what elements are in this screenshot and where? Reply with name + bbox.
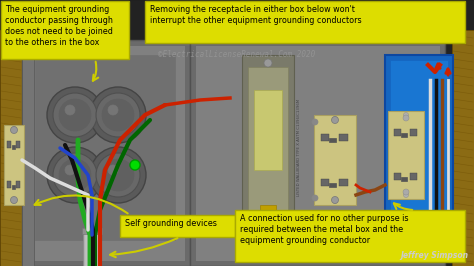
- Bar: [260, 205, 276, 223]
- Bar: [22, 40, 34, 266]
- Bar: [242, 55, 294, 240]
- Circle shape: [312, 119, 318, 125]
- Bar: [82, 228, 102, 234]
- Bar: [339, 178, 347, 185]
- Bar: [321, 134, 329, 140]
- Bar: [22, 40, 190, 266]
- Text: LISTED WALLBOARD TYPE X ASTM C1396/C1396M: LISTED WALLBOARD TYPE X ASTM C1396/C1396…: [297, 98, 301, 196]
- Bar: [254, 90, 282, 170]
- Circle shape: [47, 147, 103, 203]
- Bar: [410, 129, 417, 136]
- Circle shape: [59, 159, 91, 191]
- Circle shape: [10, 197, 18, 203]
- Circle shape: [331, 197, 338, 203]
- Circle shape: [11, 127, 17, 131]
- Bar: [410, 173, 417, 180]
- Circle shape: [403, 189, 409, 195]
- Bar: [85, 228, 99, 266]
- Bar: [195, 45, 440, 261]
- Bar: [27, 45, 185, 261]
- Bar: [329, 182, 336, 186]
- Bar: [120, 215, 235, 237]
- Bar: [1, 1, 129, 59]
- Bar: [329, 138, 336, 142]
- Circle shape: [108, 105, 118, 115]
- Bar: [321, 178, 329, 185]
- Bar: [388, 111, 424, 199]
- Circle shape: [102, 159, 134, 191]
- Bar: [7, 141, 11, 148]
- Circle shape: [332, 117, 337, 122]
- Bar: [248, 67, 288, 228]
- Circle shape: [53, 153, 97, 197]
- Bar: [190, 40, 445, 266]
- Circle shape: [130, 160, 140, 170]
- Circle shape: [403, 115, 409, 121]
- Text: Jeffrey Simpson: Jeffrey Simpson: [400, 251, 468, 260]
- Bar: [7, 181, 11, 188]
- Text: A connection used for no other purpose is
required between the metal box and the: A connection used for no other purpose i…: [240, 214, 409, 245]
- Circle shape: [108, 165, 118, 175]
- Bar: [35, 55, 175, 240]
- Circle shape: [312, 195, 318, 201]
- Bar: [339, 134, 347, 140]
- Circle shape: [96, 153, 140, 197]
- Circle shape: [331, 117, 338, 123]
- Circle shape: [403, 113, 409, 118]
- Circle shape: [65, 165, 75, 175]
- Bar: [16, 141, 20, 148]
- Circle shape: [264, 59, 272, 67]
- Bar: [16, 181, 20, 188]
- Bar: [12, 145, 15, 149]
- Text: The equipment grounding
conductor passing through
does not need to be joined
to : The equipment grounding conductor passin…: [5, 5, 113, 47]
- Bar: [83, 228, 101, 266]
- Circle shape: [102, 99, 134, 131]
- Bar: [314, 115, 356, 205]
- Circle shape: [90, 87, 146, 143]
- Circle shape: [403, 193, 409, 197]
- Circle shape: [65, 105, 75, 115]
- Bar: [235, 210, 465, 262]
- Text: ©ElectricalLicenseRenewal.Com 2020: ©ElectricalLicenseRenewal.Com 2020: [158, 50, 316, 59]
- Bar: [394, 129, 401, 136]
- Bar: [145, 1, 465, 43]
- Bar: [401, 177, 407, 181]
- Bar: [452, 30, 474, 266]
- Bar: [0, 30, 22, 266]
- Text: Self grounding devices: Self grounding devices: [125, 219, 217, 228]
- Bar: [4, 125, 24, 205]
- Circle shape: [47, 87, 103, 143]
- Circle shape: [10, 127, 18, 134]
- Circle shape: [90, 147, 146, 203]
- Bar: [394, 173, 401, 180]
- Bar: [390, 60, 448, 235]
- Bar: [385, 55, 453, 240]
- Bar: [12, 185, 15, 189]
- Circle shape: [53, 93, 97, 137]
- Bar: [401, 133, 407, 137]
- Circle shape: [59, 99, 91, 131]
- Text: Removing the receptacle in either box below won't
interrupt the other equipment : Removing the receptacle in either box be…: [150, 5, 362, 25]
- Circle shape: [264, 224, 272, 232]
- Circle shape: [11, 198, 17, 203]
- Circle shape: [332, 198, 337, 203]
- Circle shape: [96, 93, 140, 137]
